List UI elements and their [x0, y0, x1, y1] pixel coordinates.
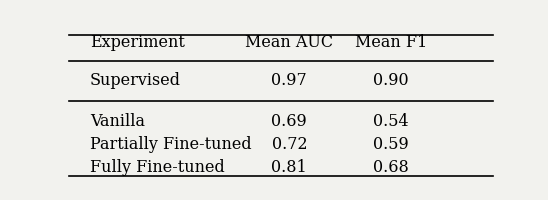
Text: Experiment: Experiment [90, 34, 185, 51]
Text: 0.69: 0.69 [271, 113, 307, 130]
Text: 0.97: 0.97 [271, 72, 307, 89]
Text: 0.68: 0.68 [373, 159, 409, 176]
Text: Mean F1: Mean F1 [355, 34, 427, 51]
Text: 0.81: 0.81 [271, 159, 307, 176]
Text: 0.59: 0.59 [373, 136, 409, 153]
Text: Partially Fine-tuned: Partially Fine-tuned [90, 136, 252, 153]
Text: Vanilla: Vanilla [90, 113, 145, 130]
Text: 0.54: 0.54 [373, 113, 409, 130]
Text: Fully Fine-tuned: Fully Fine-tuned [90, 159, 225, 176]
Text: Supervised: Supervised [90, 72, 181, 89]
Text: 0.90: 0.90 [373, 72, 409, 89]
Text: 0.72: 0.72 [271, 136, 307, 153]
Text: Mean AUC: Mean AUC [246, 34, 333, 51]
